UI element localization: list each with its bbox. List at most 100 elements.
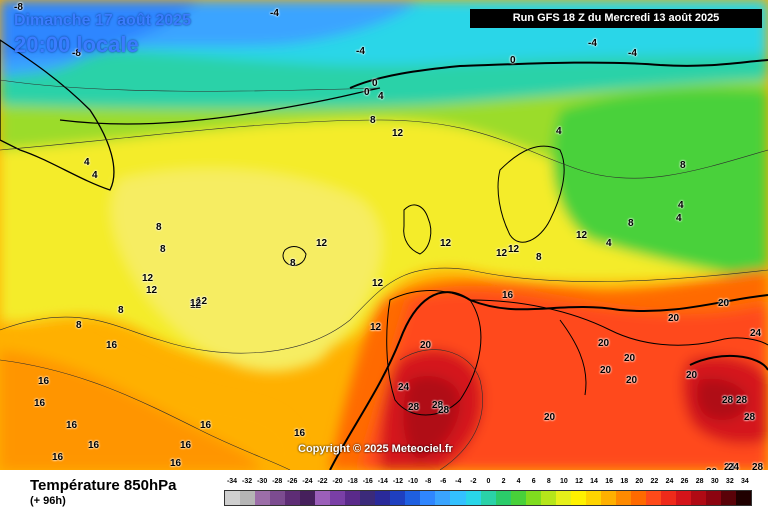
temperature-value-label: 12 xyxy=(190,300,202,311)
scale-swatch xyxy=(600,491,616,505)
temperature-value-label: 28 xyxy=(752,462,764,470)
scale-label: -14 xyxy=(377,478,388,485)
temperature-value-label: 24 xyxy=(728,462,740,470)
scale-swatch xyxy=(390,491,406,505)
isotherm-8 xyxy=(0,119,768,179)
temperature-value-label: 16 xyxy=(88,440,100,451)
temperature-value-label: 12 xyxy=(370,322,382,333)
temperature-value-label: 28 xyxy=(722,395,734,406)
scale-label: 32 xyxy=(725,478,734,485)
scale-label: -22 xyxy=(317,478,328,485)
lead-time: (+ 96h) xyxy=(30,495,66,507)
scale-label: 8 xyxy=(546,478,551,485)
scale-swatch xyxy=(255,491,271,505)
temperature-value-label: 16 xyxy=(502,290,514,301)
coastline-scandinavia xyxy=(497,145,565,243)
temperature-value-label: 0 xyxy=(364,87,370,98)
coastline-italy xyxy=(559,319,587,396)
temperature-value-label: 4 xyxy=(676,213,682,224)
temperature-value-label: 12 xyxy=(440,238,452,249)
scale-swatch xyxy=(480,491,496,505)
scale-label: -20 xyxy=(332,478,343,485)
scale-label: -24 xyxy=(302,478,313,485)
temperature-value-label: 0 xyxy=(510,55,516,66)
isotherm-16 xyxy=(0,359,291,470)
scale-swatch xyxy=(360,491,376,505)
temperature-value-label: 24 xyxy=(750,328,762,339)
isotherm-0 xyxy=(349,59,768,89)
color-scale-labels: -34 -32 -30 -28 -26 -24 -22 -20 -18 -16 -14 -12 -10-… xyxy=(224,478,752,490)
temperature-value-label: 4 xyxy=(92,170,98,181)
scale-label: 16 xyxy=(605,478,614,485)
temperature-value-label: 20 xyxy=(624,353,636,364)
scale-label: 10 xyxy=(559,478,568,485)
scale-label: -8 xyxy=(424,478,432,485)
scale-swatch xyxy=(405,491,421,505)
temperature-value-label: 8 xyxy=(536,252,542,263)
temperature-value-label: 16 xyxy=(38,376,50,387)
scale-swatch xyxy=(675,491,691,505)
scale-label: 28 xyxy=(695,478,704,485)
scale-label: 12 xyxy=(575,478,583,485)
temperature-value-label: -4 xyxy=(588,38,597,49)
scale-label: 18 xyxy=(620,478,629,485)
temperature-value-label: 16 xyxy=(294,428,306,439)
temperature-value-label: 8 xyxy=(680,160,686,171)
temperature-value-label: -8 xyxy=(14,2,23,13)
scale-label: -10 xyxy=(407,478,419,485)
temperature-value-label: 12 xyxy=(576,230,588,241)
temperature-value-label: 4 xyxy=(378,91,384,102)
valid-date: Dimanche 17 août 2025 xyxy=(14,12,191,29)
scale-label: -6 xyxy=(440,478,447,485)
temperature-value-label: 20 xyxy=(626,375,638,386)
scale-label: -2 xyxy=(470,478,477,485)
scale-swatch xyxy=(736,491,752,505)
temperature-value-label: 16 xyxy=(170,458,182,469)
scale-label: -18 xyxy=(347,478,358,485)
temperature-value-label: 4 xyxy=(606,238,612,249)
isotherm-20-east xyxy=(689,354,768,371)
scale-label: 0 xyxy=(486,478,491,485)
temperature-value-label: 16 xyxy=(106,340,118,351)
temperature-value-label: 4 xyxy=(556,126,562,137)
color-scale-bar xyxy=(224,490,752,506)
temperature-value-label: 16 xyxy=(200,420,212,431)
temperature-value-label: 4 xyxy=(84,157,90,168)
temperature-value-label: 12 xyxy=(196,296,208,307)
temperature-value-label: 28 xyxy=(736,395,748,406)
temperature-value-label: 24 xyxy=(724,462,736,470)
temperature-value-label: 16 xyxy=(66,420,78,431)
coastline-mediterranean xyxy=(469,299,768,346)
scale-swatch xyxy=(420,491,436,505)
copyright: Copyright © 2025 Meteociel.fr xyxy=(298,443,453,455)
temperature-value-label: 28 xyxy=(408,402,420,413)
scale-label: 24 xyxy=(665,478,674,485)
scale-label: -32 xyxy=(242,478,253,485)
temperature-value-label: 20 xyxy=(420,340,432,351)
temperature-value-label: -4 xyxy=(628,48,637,59)
legend-footer: Température 850hPa (+ 96h) -34 -32 -30 -28-… xyxy=(0,470,768,512)
isotherm-24 xyxy=(399,349,483,470)
scale-swatch xyxy=(300,491,316,505)
scale-swatch xyxy=(615,491,631,505)
scale-swatch xyxy=(585,491,601,505)
scale-swatch xyxy=(630,491,646,505)
scale-label: -4 xyxy=(455,478,462,485)
temperature-value-label: 20 xyxy=(544,412,556,423)
coastline-iberia xyxy=(386,290,482,416)
temperature-value-label: 8 xyxy=(290,258,296,269)
temperature-value-label: 12 xyxy=(508,244,520,255)
temperature-value-label: 20 xyxy=(600,365,612,376)
scale-label: -28 xyxy=(272,478,283,485)
scale-swatch xyxy=(450,491,466,505)
temperature-labels: -8 -4 -8 -4 -4 -4 0 0 0 4 8 12 4 4 4 8 4 4 4 8 8 8 12 12 12 12 12 1… xyxy=(14,2,764,470)
coastline-north xyxy=(59,87,381,125)
scale-swatch xyxy=(270,491,286,505)
scale-label: 6 xyxy=(531,478,536,485)
scale-swatch xyxy=(225,491,241,505)
scale-label: 34 xyxy=(741,478,749,485)
temperature-value-label: 8 xyxy=(76,320,82,331)
temperature-value-label: 12 xyxy=(190,298,202,309)
scale-label: -16 xyxy=(362,478,373,485)
scale-label: -30 xyxy=(257,478,268,485)
